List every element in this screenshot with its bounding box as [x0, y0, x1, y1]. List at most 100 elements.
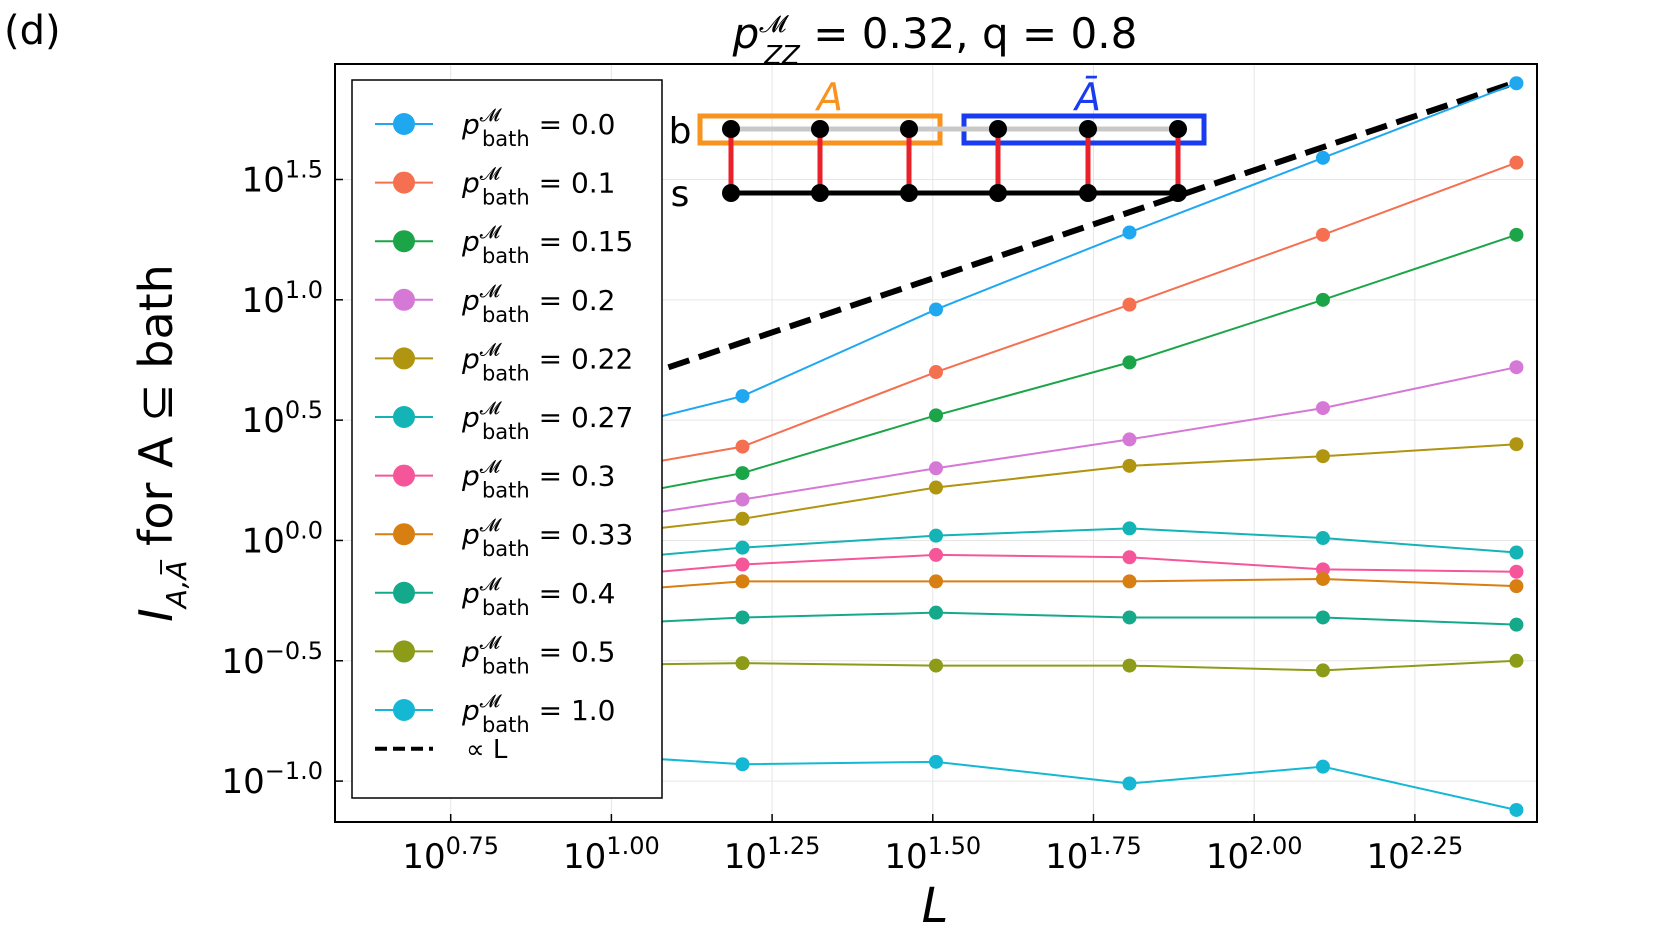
data-point — [735, 656, 750, 671]
legend-subscript: bath — [482, 420, 530, 444]
ylabel-rest: for A ⊆ bath — [129, 264, 183, 560]
legend-p: p — [461, 694, 480, 727]
legend-marker — [393, 230, 415, 253]
data-point — [1122, 521, 1137, 536]
legend-marker — [393, 406, 415, 428]
legend-box — [351, 79, 663, 799]
data-point — [929, 547, 943, 562]
series-line — [548, 443, 1517, 542]
data-point — [929, 574, 943, 589]
inset-bath-site — [1079, 120, 1097, 138]
x-tick-label: 102.00 — [1206, 832, 1303, 877]
tick-base: 10 — [1206, 837, 1249, 877]
series-line — [548, 82, 1517, 446]
data-point — [1315, 610, 1330, 625]
data-point — [1315, 150, 1330, 165]
tick-base: 10 — [884, 837, 927, 877]
data-point — [1122, 432, 1137, 447]
legend-marker — [393, 347, 415, 370]
data-point — [1509, 545, 1524, 560]
plot-frame — [334, 63, 1538, 823]
data-point — [1122, 574, 1137, 589]
inset-system-site — [989, 184, 1007, 202]
legend-marker — [393, 288, 415, 311]
series-line — [548, 577, 1517, 597]
data-point — [1122, 776, 1137, 791]
legend-subscript: bath — [482, 127, 530, 151]
legend-superscript: 𝓜 — [480, 281, 503, 302]
x-tick-label: 100.75 — [402, 832, 499, 877]
legend-value: = 0.15 — [530, 225, 634, 258]
data-point — [735, 439, 750, 454]
legend-value: = 0.5 — [530, 635, 616, 668]
legend-superscript: 𝓜 — [480, 398, 503, 419]
legend-subscript: bath — [482, 713, 530, 737]
data-point — [1315, 449, 1330, 464]
series-line — [548, 366, 1517, 530]
tick-base: 10 — [242, 401, 285, 441]
legend-p: p — [461, 460, 480, 493]
tick-base: 10 — [563, 837, 606, 877]
legend-label: p𝓜 bath = 0.5 — [461, 632, 616, 678]
legend-subscript: bath — [482, 186, 530, 210]
data-point — [1122, 658, 1137, 673]
legend-value: = 0.27 — [530, 401, 634, 434]
data-point — [1509, 155, 1524, 170]
tick-base: 10 — [242, 521, 285, 561]
series-line — [548, 161, 1517, 482]
legend-ref-label: ∝ L — [466, 735, 508, 765]
data-point — [1509, 227, 1524, 242]
series-line — [548, 527, 1517, 566]
x-tick-label: 102.25 — [1367, 832, 1464, 877]
legend-label: p𝓜 bath = 0.15 — [461, 222, 633, 268]
legend-value: = 0.4 — [530, 577, 616, 610]
title-rest: = 0.32, q = 0.8 — [800, 9, 1137, 58]
legend-superscript: 𝓜 — [480, 574, 503, 595]
data-point — [929, 754, 943, 769]
legend-value: = 1.0 — [530, 694, 616, 727]
tick-base: 10 — [221, 762, 264, 802]
data-point — [735, 557, 750, 572]
series-line — [548, 611, 1517, 629]
data-point — [1509, 76, 1524, 91]
data-point — [1122, 355, 1137, 370]
y-axis-label: IA,A̅ for A ⊆ bath — [129, 264, 193, 622]
data-point — [1122, 610, 1137, 625]
series-line — [548, 553, 1517, 583]
inset-bath-site — [722, 120, 740, 138]
tick-base: 10 — [1045, 837, 1088, 877]
legend-subscript: bath — [482, 596, 530, 620]
legend-superscript: 𝓜 — [480, 515, 503, 536]
data-point — [1315, 562, 1330, 577]
inset-bath-site — [811, 120, 829, 138]
title-p: p — [732, 9, 760, 58]
inset-bath-site — [1169, 120, 1187, 138]
tick-exponent: −1.0 — [265, 757, 323, 785]
legend-marker — [393, 171, 415, 194]
legend-marker — [393, 699, 415, 721]
tick-exponent: 1.00 — [606, 832, 659, 860]
tick-exponent: 2.25 — [1410, 832, 1463, 860]
inset-system-site — [1169, 184, 1187, 202]
tick-base: 10 — [242, 161, 285, 201]
tick-exponent: 1.5 — [285, 156, 323, 184]
tick-exponent: 1.50 — [928, 832, 981, 860]
legend-subscript: bath — [482, 361, 530, 385]
legend-p: p — [461, 401, 480, 434]
data-point — [1315, 759, 1330, 774]
legend-label: p𝓜 bath = 0.33 — [461, 515, 633, 561]
data-point — [929, 365, 943, 380]
legend-superscript: 𝓜 — [480, 222, 503, 243]
data-point — [1122, 458, 1137, 473]
legend-label: p𝓜 bath = 0.4 — [461, 574, 616, 620]
y-tick-label: 101.0 — [242, 276, 323, 321]
data-point — [929, 658, 943, 673]
data-point — [735, 610, 750, 625]
data-point — [929, 528, 943, 543]
ylabel-I: I — [129, 608, 183, 622]
tick-base: 10 — [1367, 837, 1410, 877]
legend-label: p𝓜 bath = 0.0 — [461, 105, 616, 151]
legend-p: p — [461, 518, 480, 551]
x-axis-label: L — [922, 878, 949, 934]
legend-marker — [393, 640, 415, 663]
